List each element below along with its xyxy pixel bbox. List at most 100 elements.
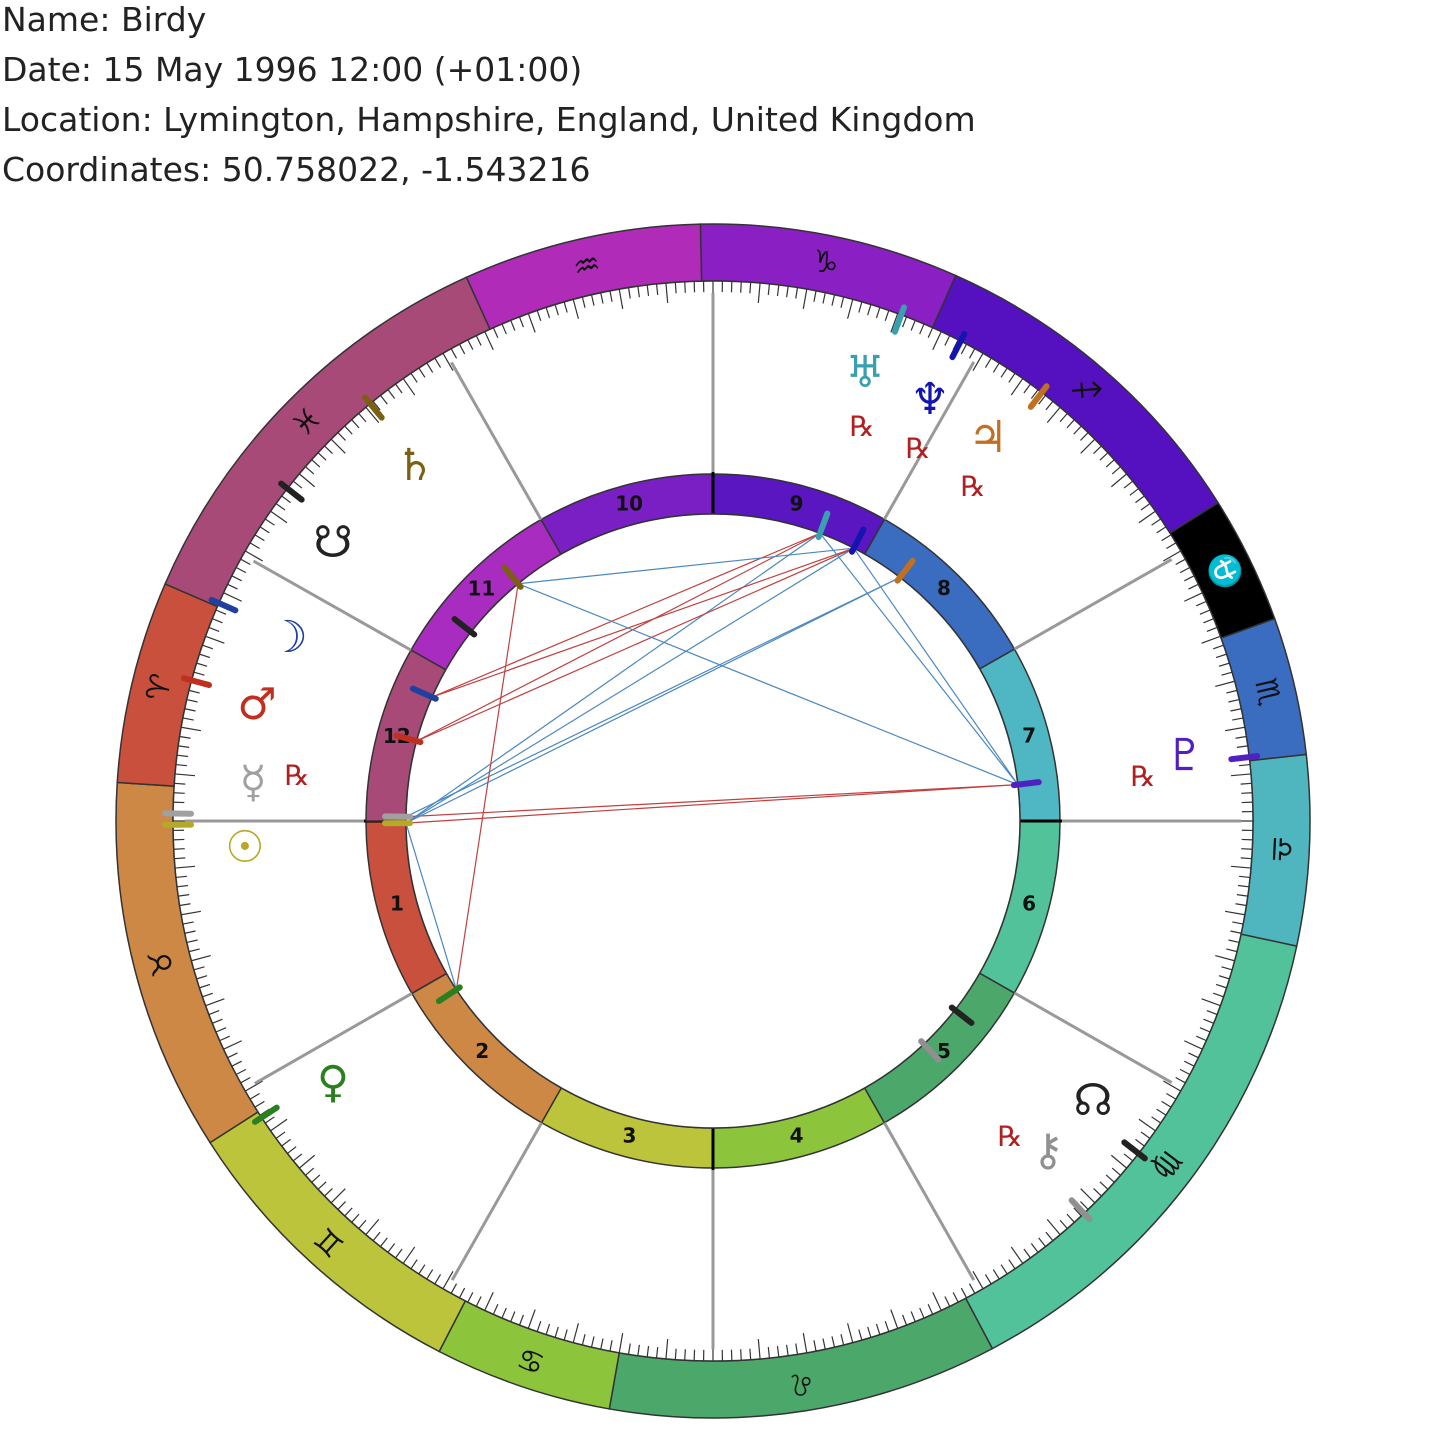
degree-tick bbox=[932, 1292, 942, 1311]
degree-tick bbox=[181, 726, 202, 732]
degree-tick bbox=[684, 1349, 686, 1361]
house-number: 1 bbox=[390, 892, 404, 916]
degree-tick bbox=[1080, 1201, 1089, 1210]
degree-tick bbox=[875, 307, 881, 319]
degree-tick bbox=[1188, 1052, 1199, 1059]
aspect-line bbox=[455, 583, 519, 990]
degree-tick bbox=[186, 698, 198, 703]
degree-tick bbox=[175, 875, 187, 879]
degree-tick bbox=[536, 310, 542, 322]
retrograde-label: ℞ bbox=[905, 432, 930, 465]
degree-tick bbox=[795, 1343, 799, 1355]
degree-tick bbox=[1241, 792, 1253, 794]
degree-tick bbox=[1135, 1138, 1145, 1147]
retrograde-label: ℞ bbox=[284, 759, 309, 792]
house-number: 5 bbox=[937, 1039, 951, 1063]
degree-tick bbox=[767, 1347, 771, 1359]
degree-tick bbox=[767, 283, 771, 295]
degree-tick bbox=[890, 1309, 899, 1329]
degree-tick bbox=[1080, 1188, 1096, 1204]
degree-tick bbox=[590, 294, 595, 306]
degree-tick bbox=[1228, 698, 1240, 703]
planet-glyph: ♆ bbox=[910, 374, 949, 425]
degree-tick bbox=[1161, 1100, 1172, 1108]
degree-tick bbox=[1232, 717, 1244, 721]
aspect-line bbox=[405, 547, 855, 824]
degree-tick bbox=[467, 339, 474, 350]
degree-tick bbox=[665, 1338, 669, 1359]
aspect-line bbox=[431, 547, 855, 698]
retrograde-label: ℞ bbox=[849, 410, 874, 443]
degree-tick bbox=[219, 1035, 230, 1042]
planet-marker bbox=[278, 480, 305, 503]
degree-tick bbox=[174, 857, 186, 860]
degree-tick bbox=[1199, 609, 1211, 615]
degree-tick bbox=[1196, 600, 1207, 607]
degree-tick bbox=[1232, 921, 1244, 925]
degree-tick bbox=[1201, 635, 1221, 644]
degree-tick bbox=[795, 287, 799, 299]
degree-tick bbox=[1212, 644, 1224, 650]
degree-tick bbox=[1105, 1174, 1115, 1183]
aspect-line bbox=[517, 583, 1019, 786]
degree-tick bbox=[554, 304, 559, 316]
degree-tick bbox=[572, 1323, 579, 1343]
degree-tick bbox=[324, 445, 333, 454]
degree-tick bbox=[259, 526, 270, 534]
degree-tick bbox=[202, 992, 214, 998]
degree-tick bbox=[231, 575, 242, 582]
degree-tick bbox=[1030, 389, 1039, 399]
degree-tick bbox=[231, 1060, 242, 1067]
planet-glyph: ♀ bbox=[317, 1057, 349, 1108]
degree-tick bbox=[175, 865, 196, 869]
degree-tick bbox=[418, 367, 426, 378]
house-cusp bbox=[252, 559, 412, 652]
planet-marker bbox=[1228, 753, 1261, 763]
degree-tick bbox=[655, 1347, 659, 1359]
degree-tick bbox=[527, 1309, 536, 1329]
degree-tick bbox=[510, 320, 516, 331]
degree-tick bbox=[179, 735, 191, 739]
planet-marker bbox=[894, 557, 916, 584]
degree-tick bbox=[618, 289, 624, 310]
degree-tick bbox=[545, 307, 551, 319]
degree-tick bbox=[646, 284, 650, 297]
sign-glyph: ♎ bbox=[1263, 835, 1299, 864]
planet-glyph: ♅ bbox=[845, 347, 884, 398]
degree-tick bbox=[1151, 518, 1162, 526]
house-number: 3 bbox=[623, 1124, 637, 1148]
degree-tick bbox=[205, 635, 225, 644]
header-name: Name: Birdy bbox=[2, 0, 207, 39]
degree-tick bbox=[1206, 1010, 1218, 1016]
degree-tick bbox=[840, 1334, 845, 1346]
degree-tick bbox=[972, 353, 984, 371]
degree-tick bbox=[254, 534, 265, 542]
degree-tick bbox=[618, 1332, 624, 1353]
planet-marker bbox=[501, 564, 524, 590]
degree-tick bbox=[1151, 1116, 1162, 1124]
degree-tick bbox=[245, 550, 263, 562]
degree-tick bbox=[184, 930, 196, 934]
planet-marker bbox=[435, 984, 463, 1005]
degree-tick bbox=[590, 1336, 595, 1348]
aspect-line bbox=[405, 784, 1018, 818]
planet-glyph: ☉ bbox=[225, 822, 264, 873]
retrograde-label: ℞ bbox=[960, 470, 985, 503]
degree-tick bbox=[344, 425, 353, 435]
degree-tick bbox=[1161, 534, 1172, 542]
degree-tick bbox=[1099, 1181, 1109, 1190]
degree-tick bbox=[1030, 1243, 1039, 1253]
degree-tick bbox=[1046, 406, 1061, 424]
degree-tick bbox=[249, 542, 260, 550]
degree-tick bbox=[637, 1344, 640, 1356]
planet-marker bbox=[918, 1038, 942, 1063]
house-cusp bbox=[1013, 991, 1173, 1084]
degree-tick bbox=[330, 1188, 346, 1204]
degree-tick bbox=[1023, 383, 1031, 394]
house-number: 8 bbox=[937, 576, 951, 600]
degree-tick bbox=[380, 1237, 388, 1247]
degree-tick bbox=[395, 383, 403, 394]
degree-tick bbox=[344, 1207, 353, 1217]
planet-marker bbox=[393, 732, 424, 746]
degree-tick bbox=[317, 1181, 327, 1190]
